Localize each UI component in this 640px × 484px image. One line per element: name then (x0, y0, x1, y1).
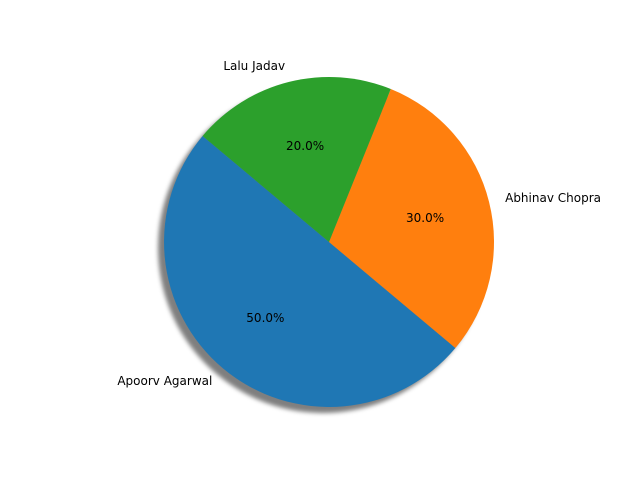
pie-category-label-lalu-jadav: Lalu Jadav (223, 59, 285, 73)
pie-category-label-abhinav-chopra: Abhinav Chopra (505, 191, 601, 205)
pie-wedge-layer (164, 76, 495, 407)
pie-percent-label-lalu-jadav: 20.0% (286, 139, 324, 153)
pie-category-label-apoorv-agarwal: Apoorv Agarwal (117, 374, 212, 388)
pie-slice-abhinav-chopra (329, 89, 495, 349)
pie-slice-apoorv-agarwal (164, 135, 456, 407)
pie-slice-lalu-jadav (202, 76, 391, 243)
pie-percent-label-apoorv-agarwal: 50.0% (246, 311, 284, 325)
pie-label-layer: 50.0% Apoorv Agarwal 30.0% Abhinav Chopra 20… (117, 59, 601, 388)
pie-percent-label-abhinav-chopra: 30.0% (406, 211, 444, 225)
